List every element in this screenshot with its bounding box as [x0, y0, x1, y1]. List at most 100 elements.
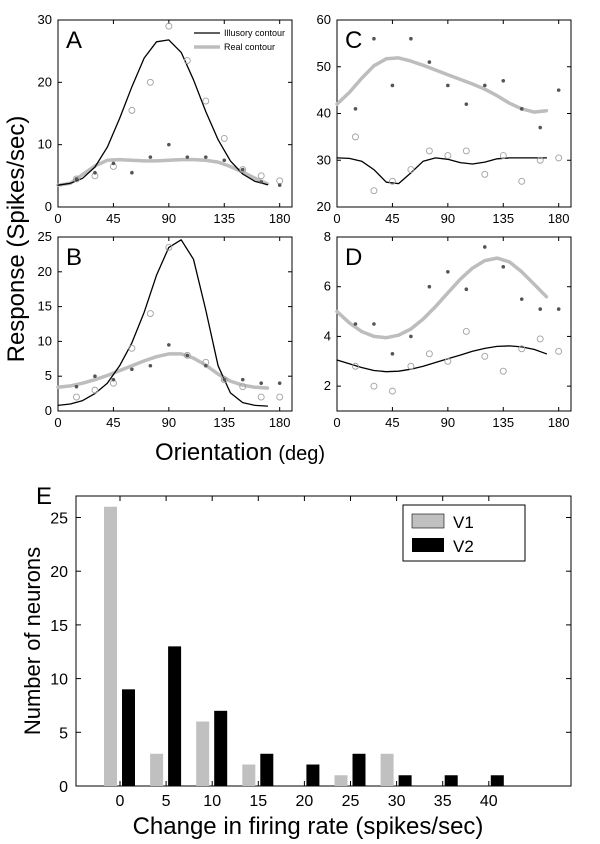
- real-data-point: [482, 245, 487, 249]
- real-data-point: [185, 155, 190, 159]
- illusory-contour-curve: [336, 345, 548, 373]
- legend-swatch-v2: [412, 538, 444, 552]
- panel-title: C: [345, 27, 362, 54]
- real-data-point: [185, 353, 190, 358]
- y-tick-label: 20: [38, 264, 52, 279]
- real-contour-curve: [56, 157, 270, 187]
- real-data-point: [74, 384, 79, 389]
- real-data-point: [93, 170, 97, 175]
- y-tick-label: 0: [45, 199, 52, 214]
- x-axis-label: Change in firing rate (spikes/sec): [133, 813, 484, 840]
- panel-d-chart: 0 45 90 135 180 2 4 6 8D: [324, 229, 572, 430]
- legend-label-illusory: Illusory contour: [224, 28, 285, 38]
- x-tick-label: 180: [548, 415, 570, 430]
- panel-a-chart: 0 45 90 135 180 0 10 20 30 A Illusory contour Real …: [38, 12, 293, 226]
- v2-bar: [260, 753, 274, 786]
- panel-title: A: [66, 27, 82, 54]
- x-tick-label: 135: [213, 415, 235, 430]
- real-data-point: [464, 102, 469, 106]
- illusory-data-point: [388, 387, 396, 395]
- v1-bar: [104, 506, 117, 786]
- v2-bar: [168, 646, 182, 786]
- y-tick-label: 20: [317, 199, 331, 214]
- plot-frame: [336, 236, 572, 412]
- real-data-point: [130, 170, 134, 175]
- real-data-point: [74, 177, 79, 181]
- real-data-point: [372, 322, 376, 326]
- illusory-data-point: [183, 57, 191, 64]
- illusory-data-point: [165, 22, 173, 30]
- x-tick-label: 40: [480, 793, 498, 810]
- v2-bar: [444, 775, 458, 786]
- illusory-data-point: [555, 154, 563, 162]
- real-data-point: [203, 363, 208, 368]
- y-tick-label: 15: [50, 618, 68, 635]
- real-data-point: [501, 78, 506, 83]
- v1-bar: [242, 764, 256, 786]
- real-data-point: [519, 107, 524, 111]
- plot-frame: [336, 19, 572, 208]
- illusory-data-point: [444, 152, 452, 160]
- real-data-point: [259, 180, 264, 184]
- illusory-data-point: [239, 383, 247, 391]
- illusory-data-point: [425, 147, 433, 155]
- illusory-data-point: [499, 367, 507, 375]
- real-data-point: [353, 322, 358, 326]
- y-tick-label: 5: [59, 725, 68, 742]
- plot-frame: [57, 236, 293, 412]
- panel-title: B: [66, 244, 82, 271]
- illusory-contour-curve: [57, 239, 269, 407]
- real-data-point: [240, 167, 245, 172]
- v2-bar: [214, 710, 228, 786]
- real-data-point: [446, 83, 450, 88]
- y-tick-label: 5: [45, 368, 52, 383]
- x-tick-label: 10: [203, 793, 221, 810]
- v1-bar: [334, 775, 348, 786]
- legend-swatch-v1: [411, 513, 445, 529]
- real-data-point: [501, 265, 506, 269]
- illusory-data-point: [536, 335, 544, 343]
- illusory-data-point: [73, 175, 80, 183]
- shared-x-axis-label: Orientation (deg): [155, 439, 325, 466]
- real-contour-curve: [56, 352, 270, 390]
- illusory-contour-curve: [336, 157, 548, 185]
- x-tick-label: 15: [249, 793, 267, 810]
- x-tick-label: 135: [213, 211, 235, 226]
- y-tick-label: 8: [324, 229, 331, 244]
- x-tick-label: 0: [54, 211, 61, 226]
- real-data-point: [259, 381, 264, 385]
- real-data-point: [148, 363, 153, 368]
- x-tick-label: 30: [388, 793, 406, 810]
- y-tick-label: 25: [38, 229, 52, 244]
- illusory-data-point: [462, 147, 470, 155]
- real-data-point: [538, 307, 543, 311]
- illusory-data-point: [91, 386, 99, 394]
- real-contour-curve: [335, 56, 549, 114]
- x-tick-label: 90: [441, 415, 455, 430]
- real-data-point: [93, 374, 97, 379]
- y-tick-label: 10: [50, 672, 68, 689]
- illusory-data-point: [220, 376, 228, 384]
- shared-y-axis-label: Response (Spikes/sec): [3, 116, 30, 363]
- real-data-point: [427, 284, 432, 289]
- real-data-point: [240, 377, 245, 382]
- x-tick-label: 90: [162, 211, 176, 226]
- panel-title: D: [345, 244, 362, 271]
- x-tick-label: 45: [106, 415, 120, 430]
- legend-label-real: Real contour: [224, 42, 275, 52]
- v1-bar: [196, 721, 210, 786]
- y-axis-label: Number of neurons: [20, 547, 45, 735]
- x-tick-label: 135: [492, 415, 514, 430]
- y-tick-label: 20: [38, 74, 52, 89]
- real-data-point: [556, 307, 561, 311]
- v2-bar: [306, 764, 320, 786]
- illusory-contour-curve: [57, 39, 269, 186]
- x-axis-label-unit: (deg): [278, 443, 325, 465]
- illusory-data-point: [370, 187, 378, 195]
- x-tick-label: 25: [342, 793, 360, 810]
- real-data-point: [372, 36, 376, 41]
- illusory-data-point: [165, 243, 173, 251]
- v2-bar: [490, 775, 504, 786]
- illusory-data-point: [407, 166, 415, 174]
- real-data-point: [409, 334, 413, 339]
